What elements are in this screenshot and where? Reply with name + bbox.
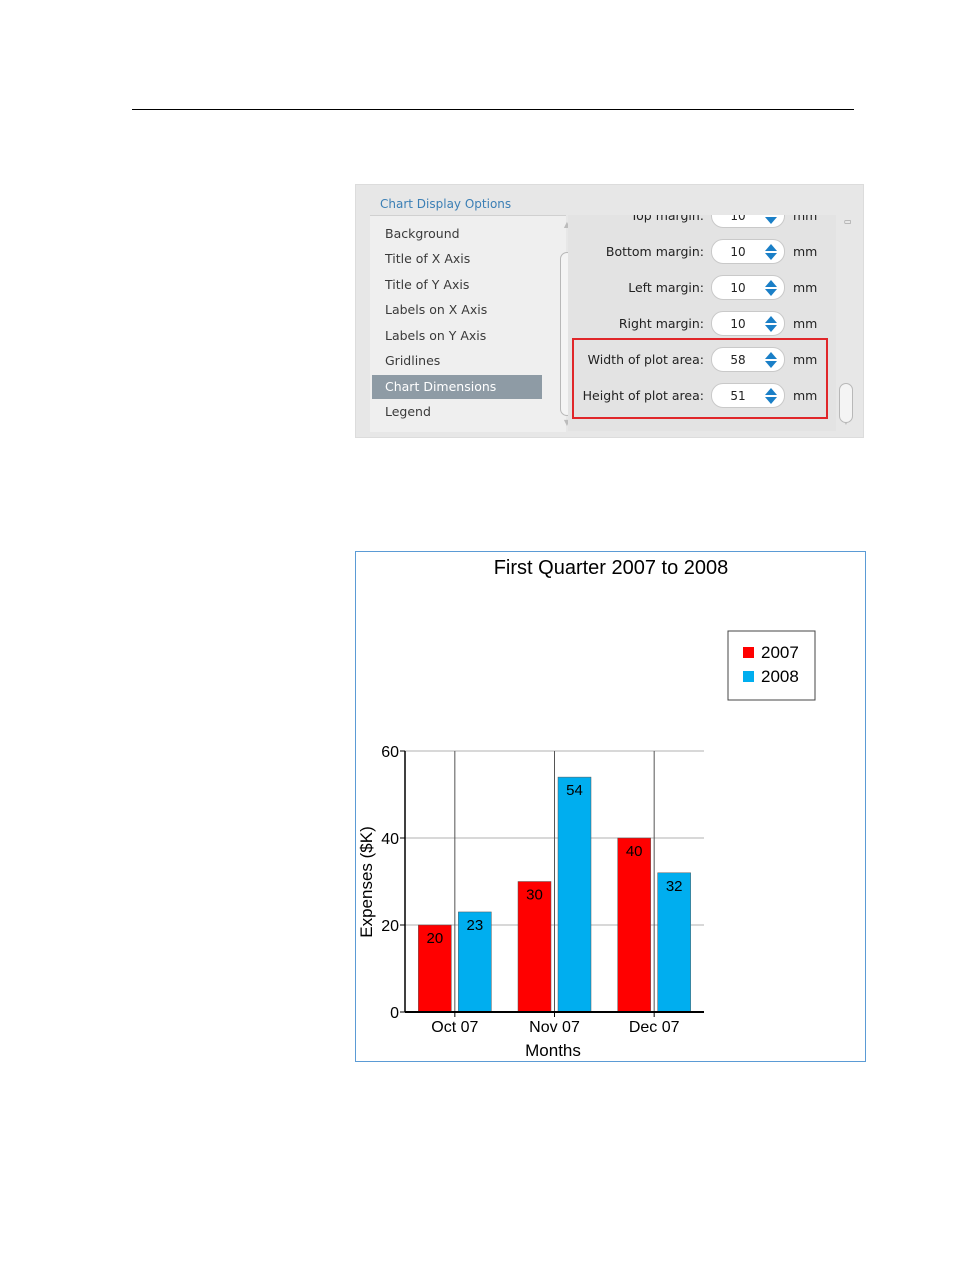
setting-label: Right margin: bbox=[618, 316, 704, 331]
unit-label: mm bbox=[793, 244, 818, 259]
stepper-value[interactable]: 51 bbox=[730, 389, 746, 403]
y-tick-label: 0 bbox=[390, 1005, 399, 1022]
stepper-value[interactable]: 58 bbox=[730, 353, 746, 367]
list-item-gridlines[interactable]: Gridlines bbox=[385, 353, 441, 368]
tick-labels: 0 20 40 60 Oct 07 Nov 07 Dec 07 bbox=[381, 744, 679, 1036]
plot-width-stepper[interactable]: 58 bbox=[711, 347, 785, 372]
stepper-arrows-icon[interactable] bbox=[763, 278, 779, 298]
options-list: Background Title of X Axis Title of Y Ax… bbox=[370, 215, 574, 432]
bars-group: 20 30 40 23 54 32 bbox=[418, 776, 691, 1013]
plot-area-highlight-box bbox=[572, 338, 828, 419]
bar-data-label: 20 bbox=[426, 930, 443, 947]
resize-grip-icon[interactable]: ▭ bbox=[844, 217, 852, 226]
left-margin-stepper[interactable]: 10 bbox=[711, 275, 785, 300]
list-item-labels-x-axis[interactable]: Labels on X Axis bbox=[385, 302, 488, 317]
bar-data-label: 40 bbox=[626, 843, 643, 860]
top-margin-stepper[interactable]: 10 bbox=[711, 215, 785, 228]
panel-title: Chart Display Options bbox=[380, 197, 512, 211]
bar-2008-Oct-07 bbox=[458, 911, 492, 1013]
setting-row-plot-height: Height of plot area: 51 mm bbox=[568, 383, 836, 409]
stepper-value[interactable]: 10 bbox=[730, 317, 746, 331]
y-tick-label: 60 bbox=[381, 744, 399, 761]
stepper-value[interactable]: 10 bbox=[730, 281, 746, 295]
right-margin-stepper[interactable]: 10 bbox=[711, 311, 785, 336]
plot-height-stepper[interactable]: 51 bbox=[711, 383, 785, 408]
settings-scrollbar[interactable]: ▼ bbox=[837, 215, 855, 431]
x-tick-label: Oct 07 bbox=[431, 1019, 478, 1036]
y-tick-label: 20 bbox=[381, 918, 399, 935]
y-tick-label: 40 bbox=[381, 831, 399, 848]
list-item-labels-y-axis[interactable]: Labels on Y Axis bbox=[385, 328, 487, 343]
setting-row-plot-width: Width of plot area: 58 mm bbox=[568, 347, 836, 373]
unit-label: mm bbox=[793, 316, 818, 331]
unit-label: mm bbox=[793, 388, 818, 403]
scroll-down-icon[interactable]: ▼ bbox=[563, 418, 571, 427]
x-axis-label: Months bbox=[525, 1041, 581, 1060]
setting-label: Left margin: bbox=[628, 280, 704, 295]
stepper-value[interactable]: 10 bbox=[730, 215, 746, 223]
setting-row-top-margin: Top margin: 10 mm bbox=[568, 215, 836, 229]
unit-label: mm bbox=[793, 280, 818, 295]
stepper-arrows-icon[interactable] bbox=[763, 350, 779, 370]
bar-chart: First Quarter 2007 to 2008 203040235432 … bbox=[357, 557, 816, 1060]
x-tick-label: Dec 07 bbox=[629, 1019, 680, 1036]
legend-box bbox=[727, 630, 816, 701]
bar-data-label: 23 bbox=[466, 917, 483, 934]
stepper-arrows-icon[interactable] bbox=[763, 386, 779, 406]
setting-row-right-margin: Right margin: 10 mm bbox=[568, 311, 836, 337]
bar-data-label: 54 bbox=[566, 782, 583, 799]
bar-2007-Dec-07 bbox=[617, 837, 651, 1013]
legend-entry-2008: 2008 bbox=[761, 667, 799, 686]
setting-label: Width of plot area: bbox=[587, 352, 704, 367]
bar-2007-Nov-07 bbox=[517, 881, 552, 1013]
list-item-chart-dimensions[interactable]: Chart Dimensions bbox=[372, 375, 542, 399]
gridlines bbox=[405, 750, 704, 1012]
bottom-margin-stepper[interactable]: 10 bbox=[711, 239, 785, 264]
legend-swatch bbox=[743, 671, 754, 682]
page-rule bbox=[132, 109, 854, 110]
list-item-legend[interactable]: Legend bbox=[385, 404, 431, 419]
scroll-up-icon[interactable]: ▲ bbox=[563, 220, 571, 229]
y-axis-label: Expenses ($K) bbox=[357, 826, 376, 938]
legend: 2007 2008 bbox=[727, 630, 816, 701]
bar-data-label: 32 bbox=[666, 878, 683, 895]
bar-2008-Nov-07 bbox=[557, 776, 592, 1013]
list-item-background[interactable]: Background bbox=[385, 226, 460, 241]
setting-label: Height of plot area: bbox=[582, 388, 704, 403]
stepper-value[interactable]: 10 bbox=[730, 245, 746, 259]
chart-container: First Quarter 2007 to 2008 20 30 40 23 54 32 … bbox=[355, 551, 866, 1062]
list-item-title-y-axis[interactable]: Title of Y Axis bbox=[385, 277, 470, 292]
setting-label: Bottom margin: bbox=[605, 244, 704, 259]
bar-2007-Oct-07 bbox=[418, 924, 452, 1013]
axes bbox=[400, 750, 704, 1017]
chart-title: First Quarter 2007 to 2008 bbox=[494, 557, 729, 579]
legend-entry-2007: 2007 bbox=[761, 643, 799, 662]
stepper-arrows-icon[interactable] bbox=[763, 314, 779, 334]
stepper-arrows-icon[interactable] bbox=[763, 242, 779, 262]
settings-scroll-thumb[interactable] bbox=[839, 383, 853, 423]
list-item-title-x-axis[interactable]: Title of X Axis bbox=[385, 251, 471, 266]
bar-2008-Dec-07 bbox=[657, 872, 691, 1013]
setting-row-left-margin: Left margin: 10 mm bbox=[568, 275, 836, 301]
unit-label: mm bbox=[793, 215, 818, 223]
setting-row-bottom-margin: Bottom margin: 10 mm bbox=[568, 239, 836, 265]
bar-data-label: 30 bbox=[526, 887, 543, 904]
setting-label: Top margin: bbox=[630, 215, 704, 223]
stepper-arrows-icon[interactable] bbox=[763, 215, 779, 226]
chart-display-options-panel: Chart Display Options Background Title o… bbox=[355, 184, 864, 438]
legend-swatch bbox=[743, 647, 754, 658]
unit-label: mm bbox=[793, 352, 818, 367]
x-tick-label: Nov 07 bbox=[529, 1019, 580, 1036]
settings-area: Top margin: 10 mm Bottom margin: 10 mm L… bbox=[568, 215, 836, 431]
